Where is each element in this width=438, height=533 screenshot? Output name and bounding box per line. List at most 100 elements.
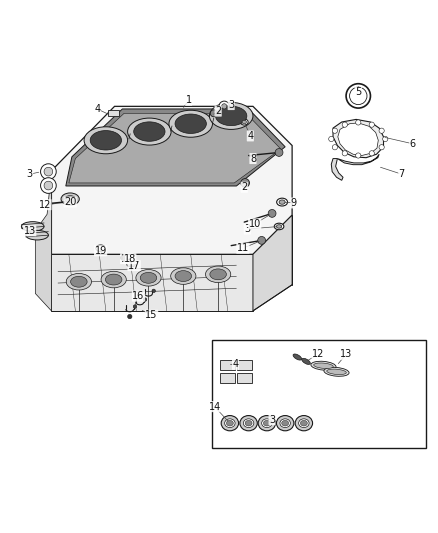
Ellipse shape	[276, 225, 282, 228]
Circle shape	[219, 101, 230, 111]
Circle shape	[41, 177, 56, 193]
Text: 3: 3	[27, 169, 33, 179]
Circle shape	[143, 298, 147, 301]
Circle shape	[379, 144, 384, 150]
Ellipse shape	[169, 110, 212, 137]
Ellipse shape	[226, 421, 233, 426]
Ellipse shape	[90, 131, 121, 150]
Ellipse shape	[21, 222, 44, 231]
Polygon shape	[51, 254, 253, 311]
Ellipse shape	[240, 416, 257, 431]
Circle shape	[222, 104, 227, 109]
Text: 5: 5	[355, 87, 361, 98]
Ellipse shape	[300, 421, 307, 426]
Ellipse shape	[210, 269, 226, 280]
Text: 7: 7	[399, 169, 405, 179]
Circle shape	[210, 110, 217, 117]
Ellipse shape	[279, 200, 285, 204]
Circle shape	[241, 179, 250, 187]
Text: 2: 2	[215, 106, 221, 116]
Text: 16: 16	[132, 291, 145, 301]
Ellipse shape	[282, 421, 289, 426]
Polygon shape	[51, 107, 292, 254]
Ellipse shape	[242, 120, 247, 124]
FancyBboxPatch shape	[237, 373, 252, 383]
Ellipse shape	[205, 266, 231, 282]
Text: 19: 19	[95, 246, 107, 256]
Polygon shape	[337, 154, 379, 165]
Ellipse shape	[240, 119, 248, 125]
Ellipse shape	[280, 419, 290, 427]
Polygon shape	[338, 123, 378, 156]
Circle shape	[356, 120, 361, 125]
Ellipse shape	[221, 416, 239, 431]
Ellipse shape	[244, 419, 254, 427]
Ellipse shape	[61, 193, 79, 205]
Text: 2: 2	[241, 182, 247, 192]
Bar	[212, 341, 426, 448]
Polygon shape	[331, 158, 343, 180]
Circle shape	[275, 149, 283, 156]
Text: 3: 3	[228, 100, 234, 110]
Ellipse shape	[84, 127, 127, 154]
Ellipse shape	[26, 230, 48, 240]
Text: 18: 18	[124, 254, 136, 264]
Ellipse shape	[66, 273, 92, 290]
FancyBboxPatch shape	[220, 360, 235, 370]
Circle shape	[268, 209, 276, 217]
Circle shape	[127, 314, 132, 319]
Ellipse shape	[258, 416, 276, 431]
Text: 12: 12	[120, 254, 133, 264]
Ellipse shape	[127, 118, 171, 145]
Circle shape	[369, 151, 374, 156]
Circle shape	[41, 164, 56, 180]
Ellipse shape	[134, 122, 165, 141]
Circle shape	[346, 84, 371, 108]
Ellipse shape	[71, 276, 87, 287]
Ellipse shape	[175, 114, 206, 133]
Circle shape	[342, 122, 347, 127]
Text: 17: 17	[128, 261, 140, 271]
Text: 4: 4	[94, 104, 100, 114]
Text: 3: 3	[269, 415, 275, 425]
Text: 20: 20	[64, 197, 76, 207]
Circle shape	[328, 136, 334, 142]
Text: 12: 12	[312, 350, 325, 359]
Text: 13: 13	[340, 350, 352, 359]
Polygon shape	[66, 109, 285, 186]
Circle shape	[120, 255, 126, 261]
Circle shape	[383, 136, 388, 142]
Ellipse shape	[106, 274, 122, 285]
Ellipse shape	[209, 102, 253, 130]
Text: 9: 9	[291, 198, 297, 208]
Text: 12: 12	[39, 200, 51, 209]
FancyBboxPatch shape	[108, 110, 119, 116]
Ellipse shape	[276, 416, 294, 431]
Ellipse shape	[314, 363, 333, 368]
Text: 3: 3	[244, 224, 251, 234]
Ellipse shape	[136, 270, 161, 286]
Ellipse shape	[311, 361, 336, 370]
FancyBboxPatch shape	[220, 373, 235, 383]
Ellipse shape	[277, 198, 288, 206]
Circle shape	[379, 128, 384, 133]
Circle shape	[356, 153, 361, 158]
Ellipse shape	[274, 223, 284, 230]
FancyBboxPatch shape	[237, 360, 252, 370]
Circle shape	[350, 87, 367, 104]
Text: 15: 15	[145, 310, 158, 320]
Circle shape	[342, 151, 347, 156]
Ellipse shape	[261, 419, 272, 427]
Ellipse shape	[127, 262, 135, 267]
Circle shape	[133, 305, 137, 308]
Text: 6: 6	[410, 139, 416, 149]
Circle shape	[332, 128, 338, 133]
Ellipse shape	[65, 196, 76, 203]
Ellipse shape	[175, 271, 191, 281]
Ellipse shape	[295, 416, 313, 431]
Ellipse shape	[324, 367, 349, 376]
Circle shape	[44, 181, 53, 190]
Ellipse shape	[327, 369, 346, 375]
Polygon shape	[69, 114, 281, 183]
Text: 11: 11	[237, 243, 249, 253]
